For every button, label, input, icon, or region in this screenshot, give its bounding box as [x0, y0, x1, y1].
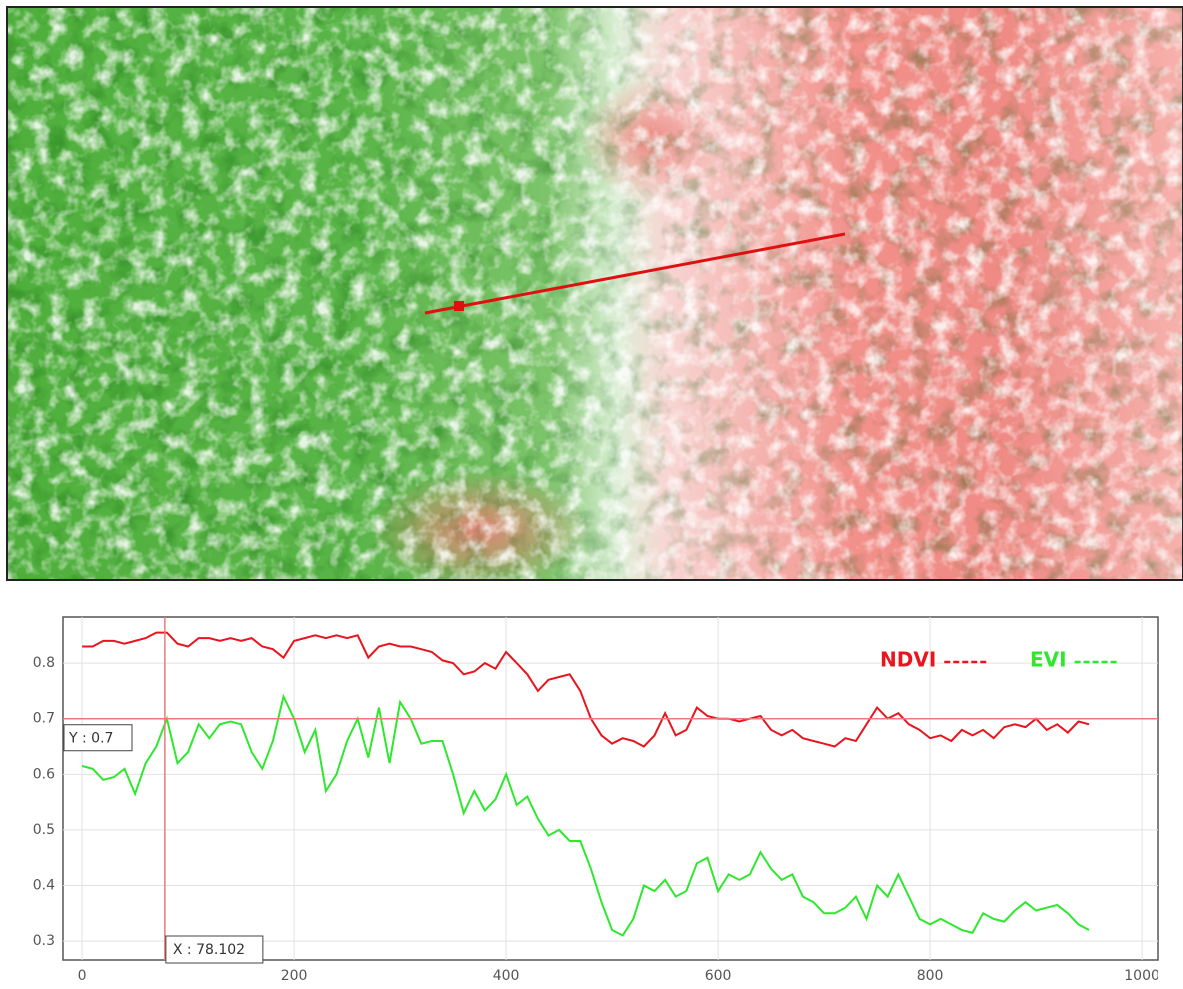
plot-area [63, 617, 1158, 960]
y-tick-label: 0.7 [33, 711, 55, 727]
profile-line[interactable] [424, 232, 846, 315]
y-tick-label: 0.3 [33, 933, 55, 949]
y-tick-label: 0.5 [33, 822, 55, 838]
x-readout: X : 78.102 [173, 942, 245, 958]
map-frame [6, 6, 1183, 581]
axes: 0.3 0.4 0.5 0.6 0.7 0.8 0 200 400 600 800 1000 Y : 0… [33, 648, 1160, 985]
y-readout: Y : 0.7 [68, 731, 113, 747]
series-line [81, 693, 1090, 937]
x-tick-label: 0 [78, 968, 87, 984]
x-tick-label: 1000 [1124, 968, 1160, 984]
y-tick-label: 0.4 [33, 878, 55, 894]
legend-label: NDVI [880, 648, 936, 672]
y-tick-label: 0.8 [33, 655, 55, 671]
chart-frame [62, 616, 1159, 961]
x-readout-box [165, 935, 264, 964]
y-readout-box [63, 724, 133, 752]
x-tick-label: 400 [493, 968, 520, 984]
legend-label: EVI [1030, 648, 1067, 672]
ndvi-map [7, 7, 1183, 580]
series-line [82, 631, 1090, 748]
x-tick-label: 200 [281, 968, 308, 984]
x-tick-label: 800 [917, 968, 944, 984]
x-tick-label: 600 [705, 968, 732, 984]
y-tick-label: 0.6 [33, 766, 55, 782]
profile-marker[interactable] [454, 301, 464, 311]
